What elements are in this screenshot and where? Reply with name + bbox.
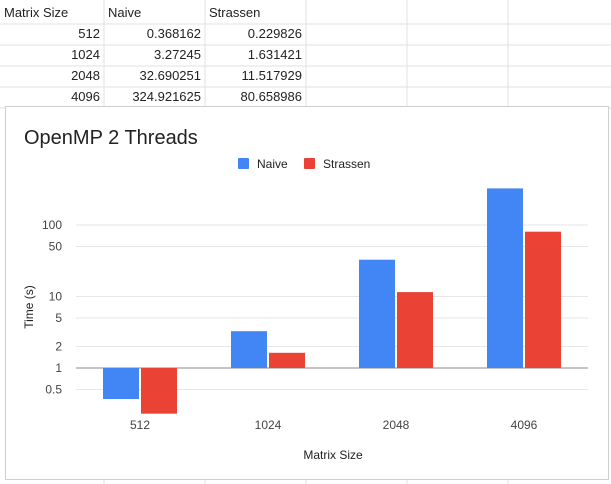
bar-naive-4096[interactable] (487, 188, 523, 368)
cell-strassen-2048[interactable]: 11.517929 (241, 68, 303, 83)
bar-naive-1024[interactable] (231, 331, 267, 368)
cell-naive-2048[interactable]: 32.690251 (139, 68, 201, 83)
bar-strassen-1024[interactable] (269, 352, 305, 368)
y-axis-title: Time (s) (22, 285, 36, 329)
bar-naive-512[interactable] (103, 368, 139, 400)
cell-size-4096[interactable]: 4096 (71, 89, 100, 104)
bar-strassen-2048[interactable] (397, 292, 433, 368)
y-tick-label: 1 (55, 361, 62, 375)
legend-label-naive[interactable]: Naive (257, 157, 288, 171)
cell-size-1024[interactable]: 1024 (71, 47, 100, 62)
x-axis-title: Matrix Size (303, 448, 363, 462)
embedded-chart[interactable]: OpenMP 2 Threads Naive Strassen 0.5 1 2 5 10… (5, 106, 609, 480)
y-tick-label: 10 (49, 290, 63, 304)
header-cell-matrix-size[interactable]: Matrix Size (4, 5, 69, 20)
bar-chart: OpenMP 2 Threads Naive Strassen 0.5 1 2 5 10… (22, 127, 588, 462)
x-tick-label: 4096 (511, 418, 538, 432)
header-cell-strassen[interactable]: Strassen (209, 5, 261, 20)
cell-size-2048[interactable]: 2048 (71, 68, 100, 83)
cell-naive-1024[interactable]: 3.27245 (154, 47, 201, 62)
y-tick-label: 50 (49, 240, 63, 254)
cell-naive-4096[interactable]: 324.921625 (132, 89, 201, 104)
y-tick-label: 100 (42, 218, 62, 232)
bar-strassen-512[interactable] (141, 368, 177, 414)
cell-strassen-4096[interactable]: 80.658986 (240, 89, 302, 104)
legend-swatch-strassen (304, 158, 315, 169)
bar-strassen-4096[interactable] (525, 231, 561, 368)
y-tick-label: 2 (55, 339, 62, 353)
chart-title: OpenMP 2 Threads (24, 127, 198, 149)
legend-swatch-naive (238, 158, 249, 169)
cell-strassen-1024[interactable]: 1.631421 (247, 47, 302, 62)
x-tick-label: 512 (130, 418, 150, 432)
cell-size-512[interactable]: 512 (78, 26, 100, 41)
x-tick-label: 2048 (383, 418, 410, 432)
y-tick-label: 0.5 (45, 383, 62, 397)
bar-naive-2048[interactable] (359, 259, 395, 368)
plot-area: 0.5 1 2 5 10 50 100 512 1024 2048 4096 (42, 188, 588, 432)
cell-strassen-512[interactable]: 0.229826 (247, 26, 302, 41)
x-tick-label: 1024 (255, 418, 282, 432)
y-tick-label: 5 (55, 311, 62, 325)
legend-label-strassen[interactable]: Strassen (323, 157, 370, 171)
header-cell-naive[interactable]: Naive (108, 5, 142, 20)
cell-naive-512[interactable]: 0.368162 (146, 26, 201, 41)
